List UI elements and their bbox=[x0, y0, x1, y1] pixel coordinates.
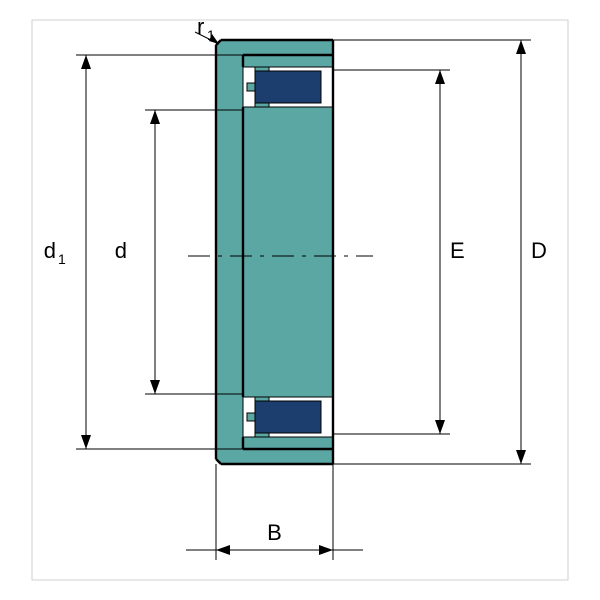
dim-E: E bbox=[435, 70, 465, 434]
svg-text:1: 1 bbox=[58, 251, 66, 267]
dim-D: D bbox=[516, 40, 547, 464]
dim-d: d bbox=[115, 110, 160, 394]
svg-text:d: d bbox=[44, 238, 56, 263]
bearing-section bbox=[216, 40, 333, 464]
label-r1: r1 bbox=[195, 14, 219, 44]
svg-text:d: d bbox=[115, 238, 127, 263]
svg-text:D: D bbox=[531, 238, 547, 263]
dim-d1: d1 bbox=[44, 55, 91, 449]
dim-B: B bbox=[186, 520, 363, 555]
svg-text:E: E bbox=[450, 238, 465, 263]
svg-text:1: 1 bbox=[207, 27, 215, 43]
svg-text:r: r bbox=[197, 14, 204, 39]
svg-text:B: B bbox=[267, 520, 282, 545]
